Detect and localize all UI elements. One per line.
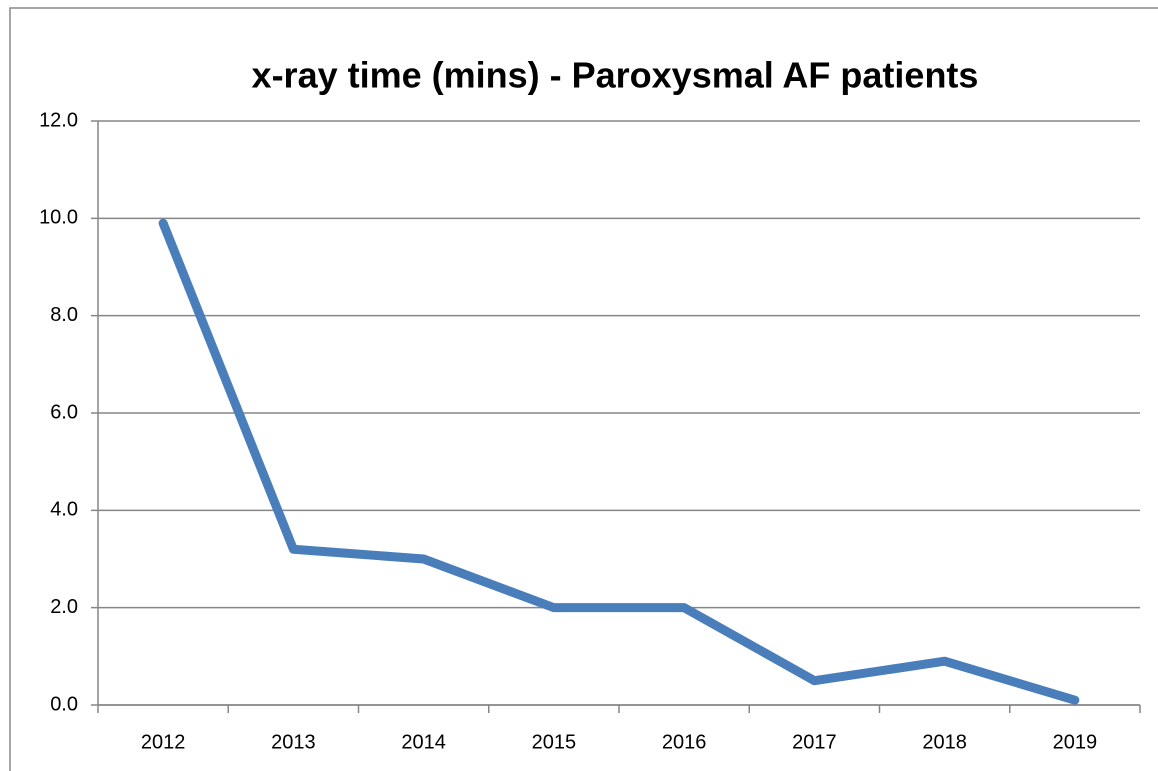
chart-title: x-ray time (mins) - Paroxysmal AF patien… (252, 55, 979, 96)
chart-border (9, 7, 1158, 771)
y-tick-label: 8.0 (50, 304, 78, 326)
y-tick-label: 12.0 (39, 109, 78, 131)
y-tick-label: 10.0 (39, 207, 78, 229)
y-tick-label: 6.0 (50, 401, 78, 423)
line-series (158, 218, 1080, 705)
x-tick-label: 2012 (141, 731, 186, 753)
x-tick-label: 2015 (532, 731, 577, 753)
x-tick-label: 2016 (662, 731, 707, 753)
y-tick-label: 0.0 (50, 693, 78, 715)
x-tick-label: 2017 (792, 731, 837, 753)
y-tick-label: 4.0 (50, 499, 78, 521)
y-tick-label: 2.0 (50, 596, 78, 618)
x-tick-label: 2014 (401, 731, 446, 753)
x-tick-label: 2013 (271, 731, 316, 753)
x-tick-label: 2018 (922, 731, 967, 753)
x-tick-label: 2019 (1053, 731, 1098, 753)
